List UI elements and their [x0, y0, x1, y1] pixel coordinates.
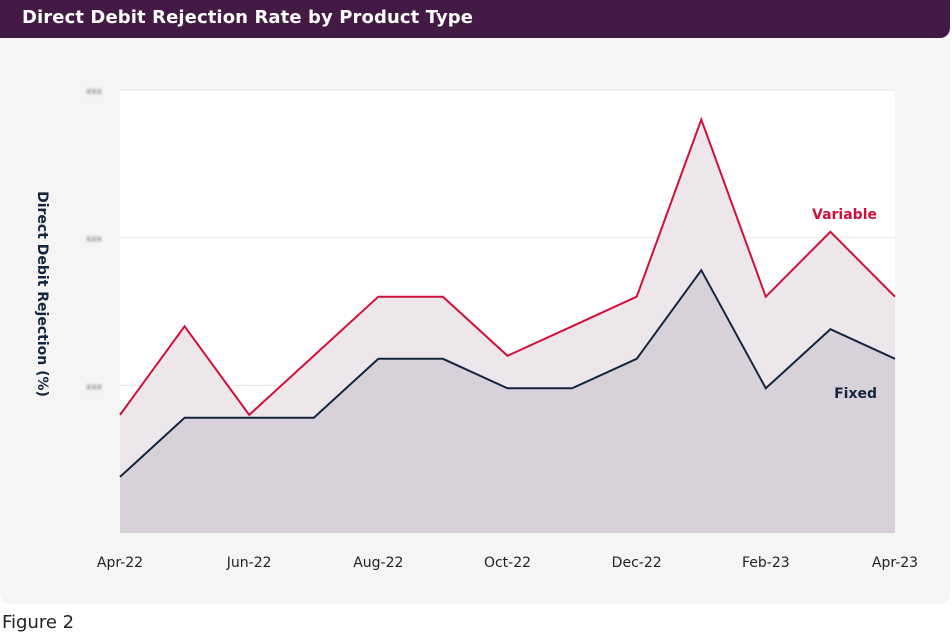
chart-card: Direct Debit Rejection Rate by Product T…	[0, 0, 950, 571]
y-tick-label: xxx	[86, 87, 103, 97]
x-tick-label: Oct-22	[484, 555, 531, 571]
y-axis-label: Direct Debit Rejection (%)	[34, 191, 50, 397]
x-tick-label: Apr-22	[97, 555, 143, 571]
x-tick-label: Apr-23	[872, 555, 918, 571]
y-tick-label: xxx	[86, 382, 103, 392]
x-tick-label: Dec-22	[612, 555, 662, 571]
fixed-series-line	[119, 268, 896, 478]
figure-caption: Figure 2	[2, 612, 75, 633]
fixed-area	[120, 270, 895, 533]
series-label-fixed: Fixed	[834, 386, 877, 402]
y-tick-label: xxx	[86, 235, 103, 245]
x-tick-label: Aug-22	[353, 555, 403, 571]
variable-series-line	[119, 116, 896, 417]
chart-area: xxx xxx xxx Apr-22 Jun-22 Aug-22 Oct-22 Dec-22 F…	[34, 87, 918, 571]
chart-header: Direct Debit Rejection Rate by Product T…	[0, 0, 950, 38]
chart-title: Direct Debit Rejection Rate by Product T…	[22, 7, 474, 28]
series-label-variable: Variable	[812, 207, 877, 223]
x-tick-label: Jun-22	[226, 555, 272, 571]
x-tick-label: Feb-23	[742, 555, 790, 571]
